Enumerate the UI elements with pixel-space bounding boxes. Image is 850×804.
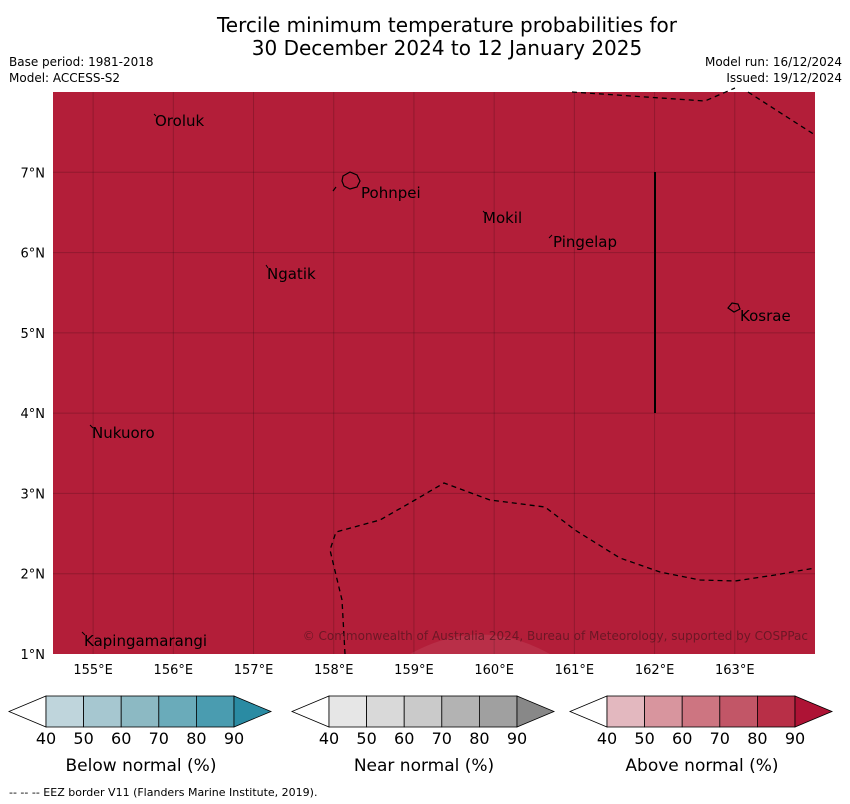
colorbar-segment: [403, 695, 443, 728]
colorbar-segment: [120, 695, 160, 728]
mokil-atoll-mark: [482, 210, 486, 214]
lat-tick-label: 2°N: [21, 568, 46, 583]
colorbar-tick-label: 80: [469, 729, 489, 748]
colorbar-over-triangle: [233, 695, 273, 728]
colorbar-tick-label: 40: [36, 729, 56, 748]
meta-right: Model run: 16/12/2024 Issued: 19/12/2024: [705, 54, 842, 86]
eez-footnote: -- -- -- EEZ border V11 (Flanders Marine…: [9, 786, 318, 799]
colorbar-over-triangle: [794, 695, 834, 728]
colorbar-segment: [328, 695, 367, 728]
lon-tick-label: 158°E: [314, 663, 354, 678]
title-line-1: Tercile minimum temperature probabilitie…: [216, 13, 678, 37]
lon-tick-label: 156°E: [154, 663, 194, 678]
lat-tick-label: 7°N: [21, 166, 46, 181]
colorbar-segment: [158, 695, 197, 728]
issued-date: Issued: 19/12/2024: [726, 71, 842, 85]
place-label-nukuoro: Nukuoro: [92, 424, 155, 442]
title-line-2: 30 December 2024 to 12 January 2025: [251, 36, 643, 60]
axis-labels: 155°E 156°E 157°E 158°E 159°E 160°E 161°E 162°E…: [21, 166, 755, 678]
model-run: Model run: 16/12/2024: [704, 55, 842, 69]
colorbar-over-triangle: [516, 695, 556, 728]
colorbar-tick-label: 80: [186, 729, 206, 748]
colorbar-tick-label: 90: [507, 729, 527, 748]
colorbar-segment: [83, 695, 122, 728]
lat-tick-label: 4°N: [21, 407, 46, 422]
lon-tick-label: 159°E: [394, 663, 434, 678]
pingelap-atoll-mark: [548, 234, 553, 239]
colorbar-segment: [644, 695, 683, 728]
eez-borders: [329, 87, 816, 655]
colorbar-tick-label: 70: [710, 729, 730, 748]
lon-tick-label: 163°E: [715, 663, 755, 678]
colorbar-segment: [681, 695, 721, 728]
pohnpei-island-shape: [341, 171, 361, 190]
lon-tick-label: 157°E: [234, 663, 274, 678]
colorbar-segment: [757, 695, 796, 728]
place-label-oroluk: Oroluk: [155, 112, 204, 130]
colorbar-tick-label: 50: [356, 729, 376, 748]
colorbar-segment: [195, 695, 235, 728]
colorbar-tick-label: 40: [597, 729, 617, 748]
colorbar-tick-label: 60: [394, 729, 414, 748]
colorbar: 40 50 60 70 80 90: [290, 695, 556, 748]
colorbar-segment: [719, 695, 758, 728]
eez-border-north: [571, 87, 816, 136]
place-label-ngatik: Ngatik: [267, 265, 316, 283]
colorbar-tick-label: 80: [747, 729, 767, 748]
copyright-watermark: © Commonwealth of Australia 2024, Bureau…: [303, 629, 808, 643]
lat-tick-label: 5°N: [21, 327, 46, 342]
kosrae-island-shape: [727, 302, 741, 313]
meta-left: Base period: 1981-2018 Model: ACCESS-S2: [9, 54, 154, 86]
watermark-logo: [410, 634, 550, 654]
base-period: Base period: 1981-2018: [9, 55, 154, 69]
colorbar-under-triangle: [290, 695, 330, 728]
lon-tick-label: 162°E: [635, 663, 675, 678]
colorbar-under-triangle: [7, 695, 47, 728]
colorbar: 40 50 60 70 80 90: [7, 695, 273, 748]
colorbar-tick-label: 70: [149, 729, 169, 748]
colorbar-segment: [478, 695, 518, 728]
ngatik-atoll-mark: [265, 264, 269, 269]
colorbar-segment: [366, 695, 405, 728]
place-label-pohnpei: Pohnpei: [361, 184, 421, 202]
colorbar-under-triangle: [568, 695, 608, 728]
colorbar-tick-label: 40: [319, 729, 339, 748]
colorbar-title-near: Near normal (%): [353, 756, 495, 776]
lon-tick-label: 160°E: [474, 663, 514, 678]
colorbar-segment: [45, 695, 84, 728]
lat-tick-label: 1°N: [21, 648, 46, 663]
nukuoro-atoll-mark: [89, 424, 94, 429]
colorbar-tick-label: 60: [672, 729, 692, 748]
lon-tick-label: 161°E: [555, 663, 595, 678]
lat-tick-label: 3°N: [21, 487, 46, 502]
map-area[interactable]: [53, 92, 815, 654]
colorbar-tick-label: 70: [432, 729, 452, 748]
chart-title: Tercile minimum temperature probabilitie…: [0, 14, 850, 60]
lat-tick-label: 6°N: [21, 247, 46, 262]
colorbar-segment: [441, 695, 480, 728]
colorbar-segment: [606, 695, 645, 728]
model-name: Model: ACCESS-S2: [9, 71, 121, 85]
place-label-mokil: Mokil: [483, 209, 522, 227]
colorbar-tick-label: 90: [785, 729, 805, 748]
place-label-pingelap: Pingelap: [553, 233, 617, 251]
colorbars: 40 50 60 70 80 90 40 50 60 70 80 90 40 50 60 70 80 90: [7, 695, 834, 748]
pohnpei-islet-shape: [332, 186, 337, 192]
lon-tick-label: 155°E: [73, 663, 113, 678]
place-label-kosrae: Kosrae: [740, 307, 791, 325]
colorbar-title-below: Below normal (%): [65, 756, 217, 776]
oroluk-atoll-mark: [153, 113, 157, 117]
place-label-kapingamarangi: Kapingamarangi: [84, 632, 207, 650]
colorbar-tick-label: 60: [111, 729, 131, 748]
colorbar-tick-label: 90: [224, 729, 244, 748]
colorbar-title-above: Above normal (%): [625, 756, 779, 776]
colorbar-tick-label: 50: [73, 729, 93, 748]
colorbar-tick-label: 50: [634, 729, 654, 748]
colorbar: 40 50 60 70 80 90: [568, 695, 834, 748]
kapingamarangi-atoll-mark: [81, 631, 86, 636]
